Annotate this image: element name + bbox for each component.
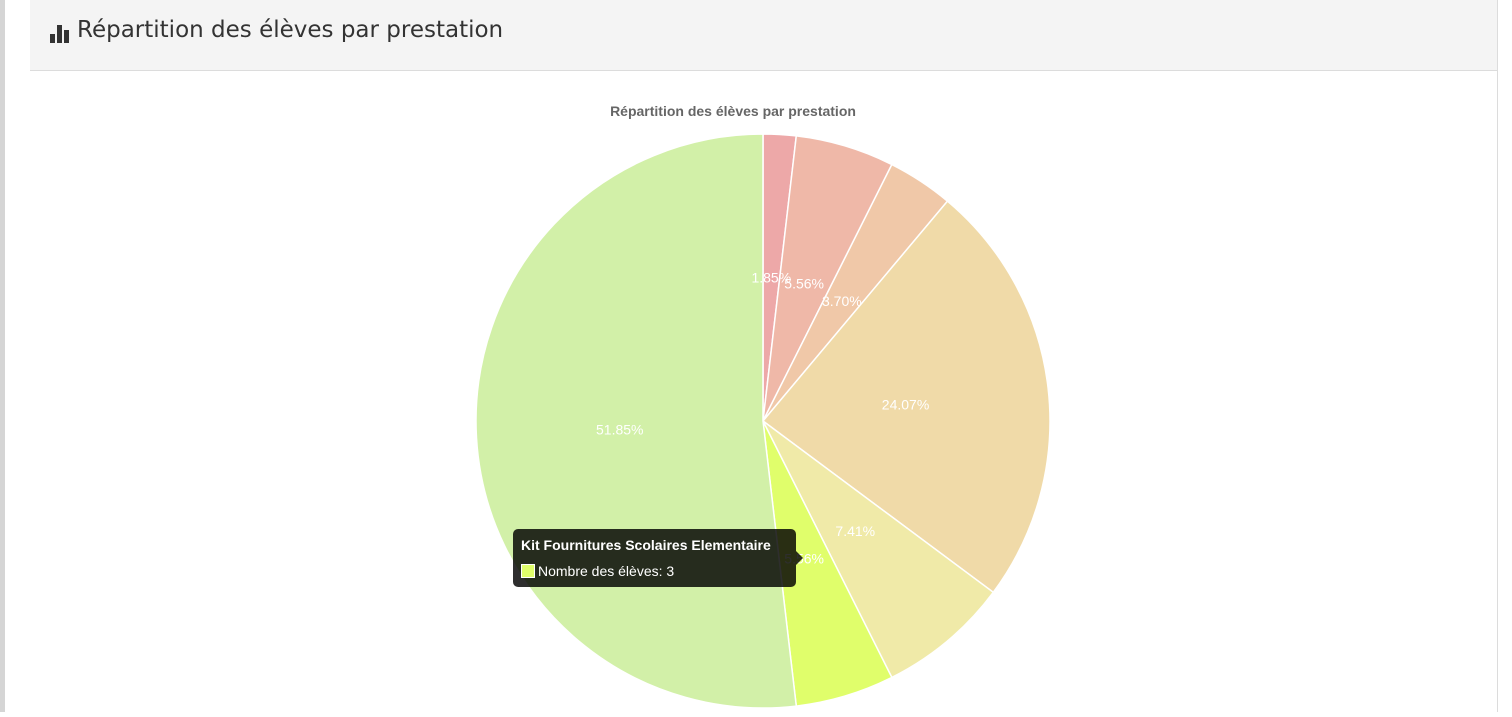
tooltip-title: Kit Fournitures Scolaires Elementaire xyxy=(521,537,771,553)
panel-title: Répartition des élèves par prestation xyxy=(77,17,504,43)
bar-chart-icon xyxy=(50,25,69,43)
chart-panel: Répartition des élèves par prestation Ré… xyxy=(30,0,1498,712)
pie-slice-label: 51.85% xyxy=(596,421,643,437)
tooltip-color-swatch xyxy=(521,564,535,578)
pie-slice-label: 5.56% xyxy=(784,276,824,292)
page-left-border xyxy=(0,0,5,712)
pie-slice-label: 3.70% xyxy=(822,293,862,309)
tooltip-arrow xyxy=(796,551,803,565)
chart-title: Répartition des élèves par prestation xyxy=(610,103,856,119)
panel-right-border xyxy=(1497,0,1498,712)
pie-slice[interactable] xyxy=(762,420,995,679)
pie-chart: Répartition des élèves par prestation 1.… xyxy=(475,103,1051,709)
pie-slice-label: 1.85% xyxy=(751,270,791,286)
pie-slice-label: 7.41% xyxy=(835,523,875,539)
pie-slice-label: 24.07% xyxy=(882,396,929,412)
chart-tooltip: Kit Fournitures Scolaires Elementaire No… xyxy=(513,529,803,587)
panel-heading: Répartition des élèves par prestation xyxy=(30,0,1498,71)
tooltip-value: Nombre des élèves: 3 xyxy=(538,563,675,579)
panel-body: Répartition des élèves par prestation 1.… xyxy=(30,72,1498,712)
pie-slice[interactable] xyxy=(761,200,1051,594)
